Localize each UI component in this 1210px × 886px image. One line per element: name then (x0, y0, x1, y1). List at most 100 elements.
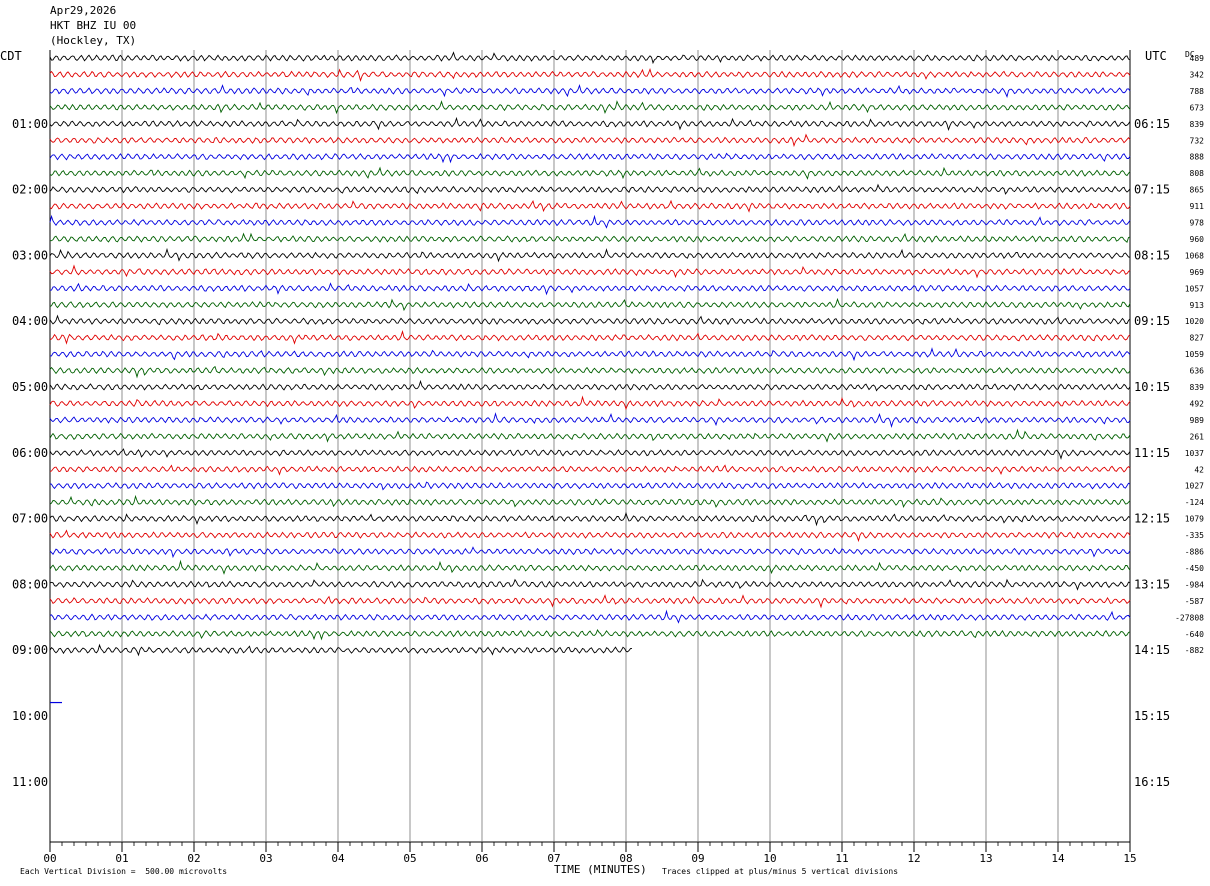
dc-offset-label: 42 (1194, 465, 1204, 474)
x-axis-label: TIME (MINUTES) (554, 863, 647, 876)
x-tick-label: 03 (259, 852, 272, 865)
seismic-trace (49, 214, 1131, 229)
seismic-trace (49, 51, 1131, 65)
dc-offset-label: -450 (1185, 564, 1204, 573)
dc-label: DC (1185, 50, 1195, 59)
dc-offset-label: 492 (1190, 399, 1205, 408)
dc-offset-label: 808 (1190, 169, 1205, 178)
seismic-trace (50, 347, 1131, 362)
left-hour-label: 07:00 (12, 512, 48, 526)
dc-offset-label: 1037 (1185, 449, 1204, 458)
seismic-trace (49, 379, 1131, 392)
seismic-trace (49, 116, 1131, 132)
dc-offset-label: 865 (1190, 186, 1205, 195)
seismic-trace (49, 464, 1131, 476)
dc-offset-label: 1079 (1185, 515, 1204, 524)
seismic-trace (50, 232, 1131, 243)
dc-offset-label: 827 (1190, 334, 1205, 343)
dc-offset-label: 989 (1190, 416, 1205, 425)
left-hour-label: 05:00 (12, 380, 48, 394)
dc-offset-label: -886 (1185, 548, 1204, 557)
dc-offset-label: 636 (1190, 367, 1205, 376)
right-hour-label: 06:15 (1134, 117, 1170, 131)
right-hour-label: 07:15 (1134, 183, 1170, 197)
dc-offset-label: 978 (1190, 219, 1205, 228)
right-hour-label: 10:15 (1134, 380, 1170, 394)
seismic-trace (49, 68, 1131, 83)
seismic-trace (49, 511, 1131, 527)
dc-offset-label: 788 (1190, 87, 1205, 96)
seismic-trace (49, 395, 1131, 411)
dc-offset-label: 960 (1190, 235, 1205, 244)
right-hour-label: 08:15 (1134, 248, 1170, 262)
x-tick-label: 08 (619, 852, 632, 865)
dc-offset-label: 673 (1190, 103, 1205, 112)
dc-offset-label: 913 (1190, 301, 1205, 310)
dc-offset-label: -640 (1185, 630, 1204, 639)
dc-offset-label: -587 (1185, 597, 1204, 606)
seismic-trace (49, 494, 1131, 508)
seismic-trace (49, 152, 1131, 164)
seismic-trace (49, 247, 1131, 263)
x-tick-label: 09 (691, 852, 704, 865)
x-tick-label: 15 (1123, 852, 1136, 865)
seismic-trace (49, 84, 1131, 98)
left-hour-label: 03:00 (12, 248, 48, 262)
seismic-trace (49, 594, 1131, 609)
x-tick-label: 06 (475, 852, 488, 865)
seismic-trace (49, 264, 1131, 279)
seismic-trace (49, 100, 1131, 115)
dc-offset-label: 911 (1190, 202, 1205, 211)
x-tick-label: 12 (907, 852, 920, 865)
seismic-trace (49, 199, 1131, 213)
dc-offset-label: 1059 (1185, 350, 1204, 359)
x-tick-label: 10 (763, 852, 776, 865)
right-hour-label: 13:15 (1134, 577, 1170, 591)
header-station: HKT BHZ IU 00 (50, 19, 137, 32)
right-hour-label: 09:15 (1134, 314, 1170, 328)
left-hour-label: 11:00 (12, 775, 48, 789)
dc-offset-label: 489 (1190, 54, 1205, 63)
right-timezone-label: UTC (1145, 49, 1167, 63)
right-hour-label: 15:15 (1134, 709, 1170, 723)
dc-offset-label: -335 (1185, 531, 1204, 540)
dc-offset-label: 969 (1190, 268, 1205, 277)
seismic-trace (49, 546, 1131, 559)
left-hour-label: 09:00 (12, 643, 48, 657)
seismic-trace (49, 559, 1131, 575)
dc-offset-label: 261 (1190, 432, 1205, 441)
x-tick-label: 11 (835, 852, 848, 865)
seismic-trace (49, 412, 1131, 429)
dc-offset-label: 1027 (1185, 482, 1204, 491)
right-hour-label: 16:15 (1134, 775, 1170, 789)
x-tick-label: 07 (547, 852, 560, 865)
dc-offset-label: -882 (1185, 646, 1204, 655)
left-hour-label: 02:00 (12, 183, 48, 197)
header-location: (Hockley, TX) (50, 34, 137, 47)
seismic-trace (49, 629, 1131, 641)
seismic-trace (49, 282, 1131, 296)
scale-text: Each Vertical Division = 500.00 microvol… (20, 867, 228, 876)
dc-offset-label: 839 (1190, 383, 1205, 392)
seismic-trace (49, 609, 1131, 624)
seismic-trace (49, 314, 1131, 326)
seismic-trace (49, 297, 1131, 312)
left-hour-label: 04:00 (12, 314, 48, 328)
x-tick-label: 04 (331, 852, 345, 865)
seismic-trace (49, 578, 1131, 591)
left-hour-label: 10:00 (12, 709, 48, 723)
seismic-trace (49, 529, 1131, 543)
dc-offset-label: -124 (1185, 498, 1204, 507)
dc-offset-label: 888 (1190, 153, 1205, 162)
seismic-trace (49, 133, 1131, 148)
seismic-trace (49, 448, 1131, 460)
dc-offset-label: 342 (1190, 70, 1205, 79)
seismic-trace (49, 166, 1131, 180)
left-hour-label: 01:00 (12, 117, 48, 131)
x-tick-label: 13 (979, 852, 992, 865)
dc-offset-label: 732 (1190, 136, 1205, 145)
left-timezone-label: CDT (0, 49, 22, 63)
x-tick-label: 02 (187, 852, 200, 865)
dc-offset-label: 1068 (1185, 251, 1204, 260)
